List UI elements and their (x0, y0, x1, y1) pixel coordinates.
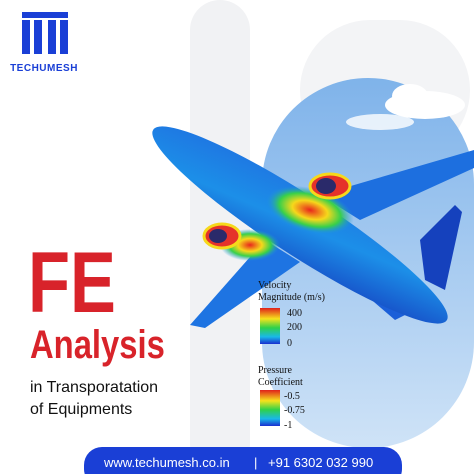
phone[interactable]: +91 6302 032 990 (268, 455, 373, 470)
logo-text: TECHUMESH (10, 63, 78, 74)
legend-tick-label: 0 (287, 338, 292, 349)
legend-tick-label: 400 (287, 308, 302, 319)
legend-tick-label: -0.75 (284, 405, 305, 416)
legend-tick-label: -1 (284, 420, 292, 431)
legend-tick-label: 200 (287, 322, 302, 333)
legend-tick-label: -0.5 (284, 391, 300, 402)
footer: www.techumesh.co.in | +91 6302 032 990 (84, 447, 402, 474)
color-bar (260, 308, 280, 344)
logo: TECHUMESH (10, 12, 78, 74)
headline-analysis: Analysis (30, 322, 165, 367)
airplane (152, 126, 474, 328)
subtitle-line: in Transporatation (30, 379, 158, 396)
legend-title: Velocity (258, 280, 291, 291)
legend-title: Magnitude (m/s) (258, 292, 325, 303)
headline-fe: FE (28, 235, 116, 331)
color-bar (260, 390, 280, 426)
pressure-legend: Pressure Coefficient -0.5 -0.75 -1 (258, 365, 305, 431)
website[interactable]: www.techumesh.co.in (103, 455, 230, 470)
velocity-legend: Velocity Magnitude (m/s) 400 200 0 (258, 280, 325, 349)
subtitle-line: of Equipments (30, 401, 132, 418)
legend-title: Coefficient (258, 377, 303, 388)
legend-title: Pressure (258, 365, 292, 376)
separator: | (254, 455, 257, 470)
